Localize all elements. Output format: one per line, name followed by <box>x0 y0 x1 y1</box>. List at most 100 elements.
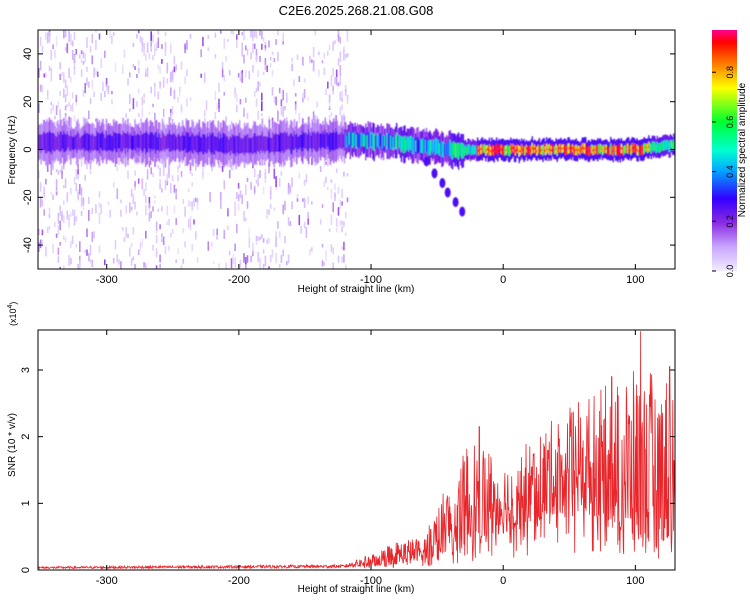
band-core <box>313 130 316 150</box>
band-peak <box>529 149 531 152</box>
band-core <box>356 132 359 148</box>
band-peak <box>573 149 575 152</box>
band-core <box>132 135 134 151</box>
y-tick-label: -20 <box>22 189 34 205</box>
band-core <box>482 144 485 153</box>
band-core <box>146 130 148 152</box>
band-peak <box>503 149 505 152</box>
noise-streak <box>307 96 309 101</box>
noise-streak <box>70 240 72 249</box>
noise-streak <box>100 92 102 101</box>
noise-streak <box>211 242 213 247</box>
band-core <box>118 132 121 149</box>
band-core <box>167 133 169 149</box>
band-core <box>48 130 51 152</box>
band-core <box>378 134 380 150</box>
noise-streak <box>132 64 135 68</box>
noise-streak <box>52 194 54 200</box>
noise-streak <box>84 83 86 94</box>
band-peak <box>566 149 568 152</box>
spectrogram-y-axis: -40 -20 0 20 40 <box>22 48 675 253</box>
noise-streak <box>277 53 279 62</box>
band-core <box>54 135 57 152</box>
noise-streak <box>159 85 161 89</box>
noise-streak <box>328 115 331 125</box>
noise-streak <box>237 203 240 211</box>
noise-streak <box>173 56 176 65</box>
noise-streak <box>337 82 340 87</box>
noise-streak <box>61 72 63 76</box>
band-peak <box>479 149 481 152</box>
noise-streak <box>245 97 247 103</box>
noise-streak <box>52 160 54 170</box>
band-core <box>393 135 395 147</box>
noise-streak <box>302 198 304 202</box>
band-core <box>404 135 406 153</box>
noise-streak <box>84 250 86 254</box>
band-peak <box>567 147 569 150</box>
band-core <box>196 133 198 153</box>
noise-streak <box>171 73 174 83</box>
band-core <box>354 131 356 147</box>
noise-streak <box>171 119 174 124</box>
noise-streak <box>330 214 333 226</box>
noise-streak <box>341 90 343 102</box>
band-core <box>201 137 203 152</box>
noise-streak <box>73 60 76 69</box>
snr-scale-label: (x104) <box>7 302 18 326</box>
band-core <box>235 135 237 157</box>
noise-streak <box>73 31 76 40</box>
noise-streak <box>102 81 104 92</box>
band-core <box>187 132 190 153</box>
noise-streak <box>107 201 110 205</box>
noise-streak <box>52 104 54 111</box>
noise-streak <box>171 175 174 182</box>
noise-streak <box>80 50 83 55</box>
noise-streak <box>202 165 204 176</box>
band-peak <box>605 147 607 150</box>
noise-streak <box>75 48 78 55</box>
noise-streak <box>154 195 156 199</box>
band-core <box>52 133 54 151</box>
noise-streak <box>339 74 342 86</box>
noise-streak <box>341 188 343 199</box>
noise-streak <box>86 249 88 256</box>
band-core <box>172 133 174 150</box>
band-peak <box>499 147 501 150</box>
band-core <box>457 142 460 160</box>
band-core <box>228 139 230 153</box>
noise-streak <box>328 98 331 109</box>
band-core <box>193 136 196 150</box>
colorbar-tick-label: 0.6 <box>725 116 735 129</box>
band-peak <box>564 149 567 151</box>
noise-streak <box>145 195 147 204</box>
band-core <box>591 144 593 154</box>
band-core <box>306 134 309 152</box>
noise-streak <box>88 81 90 88</box>
noise-streak <box>75 94 78 102</box>
noise-streak <box>164 158 167 167</box>
band-core <box>667 140 669 149</box>
snr-scale-exponent: 4 <box>7 304 14 308</box>
noise-streak <box>137 88 140 94</box>
noise-streak <box>261 43 263 50</box>
band-core <box>105 131 108 152</box>
band-core <box>386 133 388 150</box>
noise-streak <box>255 31 258 39</box>
colorbar-axis: 0.0 0.2 0.4 0.6 0.8 <box>712 66 735 277</box>
noise-streak <box>91 55 94 65</box>
noise-streak <box>218 82 220 93</box>
noise-streak <box>177 174 179 182</box>
band-peak <box>568 147 570 150</box>
band-core <box>45 133 47 154</box>
noise-streak <box>318 69 320 77</box>
noise-streak <box>330 188 333 199</box>
noise-streak <box>155 235 158 244</box>
band-core <box>135 135 137 154</box>
band-core <box>656 141 658 152</box>
band-core <box>53 133 55 152</box>
band-core <box>377 133 379 147</box>
noise-streak <box>252 242 254 254</box>
noise-streak <box>196 257 199 263</box>
noise-streak <box>146 169 149 180</box>
